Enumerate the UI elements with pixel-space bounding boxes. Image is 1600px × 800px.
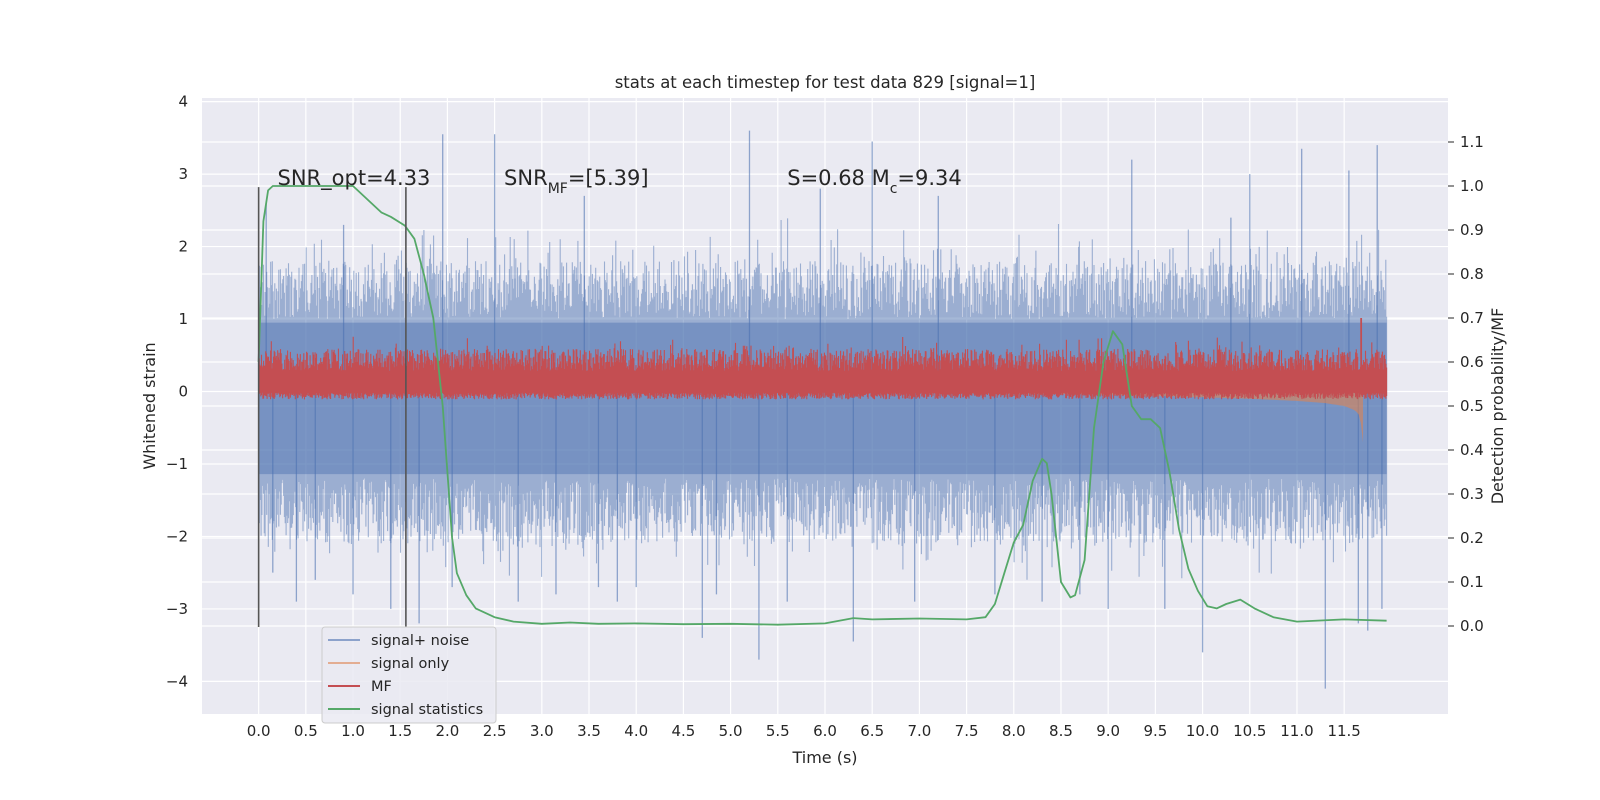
annotation-text: SNR_opt=4.33 [278, 166, 431, 191]
y-tick-label: −2 [166, 527, 188, 545]
y-axis-ticks: −4 −3 −2 −1 0 1 2 3 4 [166, 93, 188, 691]
y-tick-label: −3 [166, 600, 188, 618]
x-tick-label: 11.5 [1327, 722, 1360, 740]
y-tick-label: 1 [178, 310, 188, 328]
x-tick-label: 4.5 [671, 722, 695, 740]
y-tick-label: 3 [178, 165, 188, 183]
legend-label-signal-statistics: signal statistics [371, 702, 483, 718]
x-tick-label: 9.0 [1096, 722, 1120, 740]
y2-axis-label: Detection probability/MF [1488, 308, 1507, 505]
x-tick-label: 1.5 [388, 722, 412, 740]
vertical-markers [257, 187, 407, 628]
y2-tick-label: 0.0 [1460, 617, 1484, 635]
x-tick-label: 8.5 [1049, 722, 1073, 740]
x-axis-label: Time (s) [791, 748, 857, 767]
y2-tick-label: 0.8 [1460, 265, 1484, 283]
y-axis-label: Whitened strain [140, 342, 159, 469]
annotation-text: S=0.68 Mc=9.34 [787, 166, 962, 197]
y2-tick-label: 0.4 [1460, 441, 1484, 459]
legend-label-mf: MF [371, 679, 392, 695]
x-tick-label: 7.5 [955, 722, 979, 740]
y2-axis-ticks: 0.0 0.1 0.2 0.3 0.4 0.5 0.6 0.7 0.8 0.9 1.0 1.1 [1448, 133, 1484, 635]
x-tick-label: 10.0 [1186, 722, 1219, 740]
signal-statistics-line [257, 185, 1387, 626]
y-tick-label: 0 [178, 383, 188, 401]
y-tick-label: −1 [166, 455, 188, 473]
y2-tick-label: 0.2 [1460, 529, 1484, 547]
chart-title: stats at each timestep for test data 829… [615, 73, 1036, 92]
x-axis-ticks: 0.0 0.5 1.0 1.5 2.0 2.5 3.0 3.5 4.0 4.5 5.0 5.5 6.0 6… [247, 722, 1361, 740]
x-tick-label: 1.0 [341, 722, 365, 740]
legend: signal+ noise signal only MF signal stat… [321, 626, 497, 724]
x-tick-label: 5.0 [719, 722, 743, 740]
y2-tick-label: 0.3 [1460, 485, 1484, 503]
y-tick-label: 4 [178, 93, 188, 111]
annotation-text: SNRMF=[5.39] [504, 166, 649, 197]
y2-tick-label: 1.1 [1460, 133, 1484, 151]
y2-tick-label: 0.6 [1460, 353, 1484, 371]
y2-tick-label: 0.5 [1460, 397, 1484, 415]
x-tick-label: 6.0 [813, 722, 837, 740]
annotations: SNR_opt=4.33 SNRMF=[5.39] S=0.68 Mc=9.34 [278, 166, 962, 197]
x-tick-label: 2.5 [483, 722, 507, 740]
x-tick-label: 9.5 [1143, 722, 1167, 740]
y2-tick-label: 0.9 [1460, 221, 1484, 239]
x-tick-label: 6.5 [860, 722, 884, 740]
legend-label-signal-only: signal only [371, 656, 450, 672]
x-tick-label: 11.0 [1280, 722, 1313, 740]
y-tick-label: 2 [178, 238, 188, 256]
x-tick-label: 10.5 [1233, 722, 1266, 740]
x-tick-label: 7.0 [907, 722, 931, 740]
x-tick-label: 0.0 [247, 722, 271, 740]
x-tick-label: 2.0 [435, 722, 459, 740]
x-tick-label: 5.5 [766, 722, 790, 740]
signal-statistics-series [257, 185, 1387, 626]
y-tick-label: −4 [166, 672, 188, 690]
y2-tick-label: 0.1 [1460, 573, 1484, 591]
x-tick-label: 0.5 [294, 722, 318, 740]
legend-label-signal-noise: signal+ noise [371, 633, 469, 649]
x-tick-label: 4.0 [624, 722, 648, 740]
y2-tick-label: 1.0 [1460, 177, 1484, 195]
y2-tick-label: 0.7 [1460, 309, 1484, 327]
x-tick-label: 3.0 [530, 722, 554, 740]
x-tick-label: 3.5 [577, 722, 601, 740]
legend-box [321, 626, 497, 724]
x-tick-label: 8.0 [1002, 722, 1026, 740]
